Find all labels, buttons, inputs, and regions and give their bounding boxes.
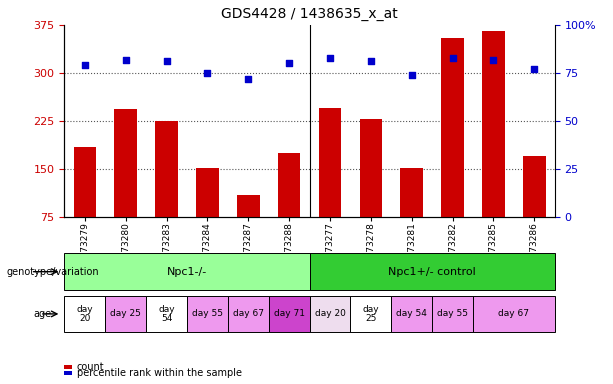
Bar (310, 253, 555, 290)
Text: day 20: day 20 (314, 310, 346, 318)
Bar (473, 296, 555, 332)
Text: age: age (34, 309, 52, 319)
Bar (196, 168, 219, 217)
Text: day
20: day 20 (77, 305, 93, 323)
Bar (360, 119, 382, 217)
Text: day 67: day 67 (233, 310, 264, 318)
Point (202, 70, 212, 76)
Bar (105, 296, 146, 332)
Bar (187, 296, 228, 332)
Point (162, 58, 172, 65)
Bar (391, 296, 432, 332)
Point (243, 76, 253, 82)
Text: day 55: day 55 (192, 310, 223, 318)
Bar (146, 296, 187, 332)
Bar (64, 371, 72, 375)
Bar (64, 253, 310, 290)
Text: day
54: day 54 (158, 305, 175, 323)
Bar (523, 156, 546, 217)
Bar (278, 153, 300, 217)
Bar (115, 109, 137, 217)
Title: GDS4428 / 1438635_x_at: GDS4428 / 1438635_x_at (221, 7, 398, 21)
Bar (482, 31, 504, 217)
Point (284, 60, 294, 66)
Bar (268, 296, 310, 332)
Point (530, 66, 539, 72)
Text: day 54: day 54 (396, 310, 427, 318)
Bar (441, 38, 464, 217)
Bar (400, 168, 423, 217)
Bar (310, 296, 351, 332)
Point (407, 72, 417, 78)
Point (325, 55, 335, 61)
Text: count: count (77, 362, 104, 372)
Bar (351, 296, 391, 332)
Bar (155, 121, 178, 217)
Point (80, 62, 89, 68)
Text: day 67: day 67 (498, 310, 530, 318)
Text: day 55: day 55 (437, 310, 468, 318)
Bar (64, 296, 105, 332)
Bar (319, 108, 341, 217)
Text: day 71: day 71 (273, 310, 305, 318)
Bar (237, 195, 259, 217)
Text: day
25: day 25 (362, 305, 379, 323)
Point (489, 56, 498, 63)
Text: day 25: day 25 (110, 310, 141, 318)
Bar (432, 296, 473, 332)
Text: Npc1-/-: Npc1-/- (167, 266, 207, 277)
Bar (74, 147, 96, 217)
Text: Npc1+/- control: Npc1+/- control (388, 266, 476, 277)
Bar (64, 365, 72, 369)
Bar (228, 296, 268, 332)
Text: genotype/variation: genotype/variation (6, 266, 99, 277)
Point (121, 56, 131, 63)
Point (366, 58, 376, 65)
Point (447, 55, 457, 61)
Text: percentile rank within the sample: percentile rank within the sample (77, 368, 242, 378)
